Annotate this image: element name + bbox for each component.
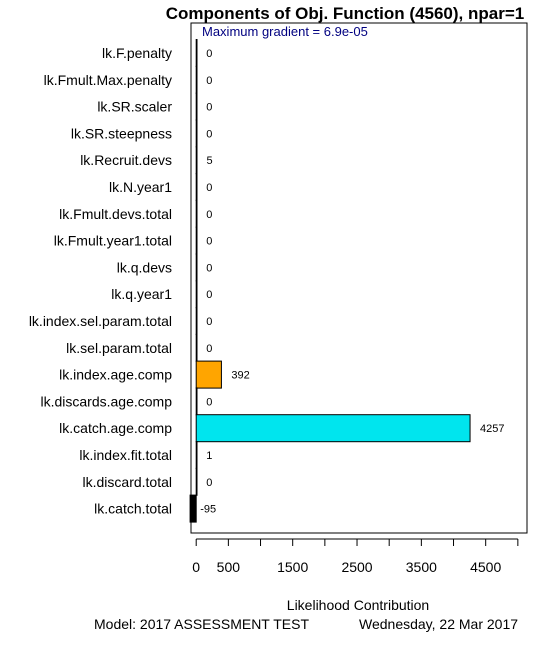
value-label-lk-fmult-devs-total: 0 [206,209,212,221]
bar-lk-fmult-max-penalty [195,65,198,94]
bar-lk-index-age-comp [195,360,222,389]
bar-lk-index-fit-total [195,441,198,469]
bar-lk-sr-steepness [195,119,198,148]
category-label-lk-recruit-devs: lk.Recruit.devs [80,152,172,168]
category-label-lk-fmult-devs-total: lk.Fmult.devs.total [59,206,172,222]
value-label-lk-index-age-comp: 392 [231,370,249,382]
value-label-lk-discard-total: 0 [206,477,212,489]
value-label-lk-catch-total: -95 [200,504,216,516]
bar-lk-recruit-devs [195,146,198,175]
category-label-lk-n-year1: lk.N.year1 [109,179,172,195]
value-label-lk-fmult-max-penalty: 0 [206,75,212,87]
footer-model: Model: 2017 ASSESSMENT TEST [94,616,309,632]
bar-lk-discard-total [195,467,198,496]
bar-lk-q-devs [195,253,198,282]
value-label-lk-q-devs: 0 [206,262,212,274]
category-label-lk-discard-total: lk.discard.total [83,474,172,490]
category-label-lk-discards-age-comp: lk.discards.age.comp [40,393,172,409]
category-label-lk-sel-param-total: lk.sel.param.total [66,340,172,356]
x-tick-label-1500: 1500 [277,559,308,575]
category-label-lk-q-devs: lk.q.devs [117,259,172,275]
category-label-lk-index-sel-param-total: lk.index.sel.param.total [29,313,172,329]
bar-lk-sel-param-total [195,333,198,362]
bar-lk-catch-total [189,494,197,523]
value-label-lk-fmult-year1-total: 0 [206,236,212,248]
bar-lk-fmult-year1-total [195,226,198,255]
category-label-lk-q-year1: lk.q.year1 [111,286,172,302]
category-label-lk-sr-scaler: lk.SR.scaler [97,99,172,115]
value-label-lk-sel-param-total: 0 [206,343,212,355]
x-tick-label-500: 500 [217,559,241,575]
x-tick-label-2500: 2500 [341,559,372,575]
category-label-lk-f-penalty: lk.F.penalty [102,45,172,61]
value-label-lk-n-year1: 0 [206,182,212,194]
x-axis: 0 500 1500 2500 3500 4500 [192,538,519,575]
bar-lk-index-sel-param-total [195,307,198,335]
bar-lk-catch-age-comp [195,414,471,443]
value-label-lk-index-sel-param-total: 0 [206,316,212,328]
bar-lk-n-year1 [195,173,198,201]
x-tick-label-0: 0 [192,559,200,575]
bar-lk-sr-scaler [195,92,198,121]
value-label-lk-catch-age-comp: 4257 [480,423,504,435]
category-label-lk-catch-age-comp: lk.catch.age.comp [59,420,172,436]
x-axis-label: Likelihood Contribution [287,597,429,613]
value-label-lk-discards-age-comp: 0 [206,396,212,408]
max-gradient-note: Maximum gradient = 6.9e-05 [202,24,368,39]
category-label-lk-fmult-year1-total: lk.Fmult.year1.total [54,233,172,249]
footer-date: Wednesday, 22 Mar 2017 [359,616,518,632]
value-label-lk-f-penalty: 0 [206,48,212,60]
bar-lk-q-year1 [195,280,198,309]
plot-box [190,22,528,534]
chart-title: Components of Obj. Function (4560), npar… [166,4,524,23]
x-tick-label-4500: 4500 [470,559,501,575]
category-label-lk-fmult-max-penalty: lk.Fmult.Max.penalty [44,72,172,88]
category-label-lk-index-fit-total: lk.index.fit.total [79,447,172,463]
category-label-lk-index-age-comp: lk.index.age.comp [59,367,172,383]
value-label-lk-sr-scaler: 0 [206,102,212,114]
bar-lk-f-penalty [195,39,198,67]
value-label-lk-recruit-devs: 5 [207,155,213,167]
category-label-lk-catch-total: lk.catch.total [94,501,172,517]
value-label-lk-index-fit-total: 1 [206,450,212,462]
bar-lk-fmult-devs-total [195,199,198,228]
bar-lk-discards-age-comp [195,387,198,416]
value-label-lk-sr-steepness: 0 [206,128,212,140]
x-tick-label-3500: 3500 [406,559,437,575]
value-label-lk-q-year1: 0 [206,289,212,301]
bars-layer: lk.F.penalty 0 lk.Fmult.Max.penalty 0 lk.SR.… [29,39,505,523]
category-label-lk-sr-steepness: lk.SR.steepness [71,125,172,141]
